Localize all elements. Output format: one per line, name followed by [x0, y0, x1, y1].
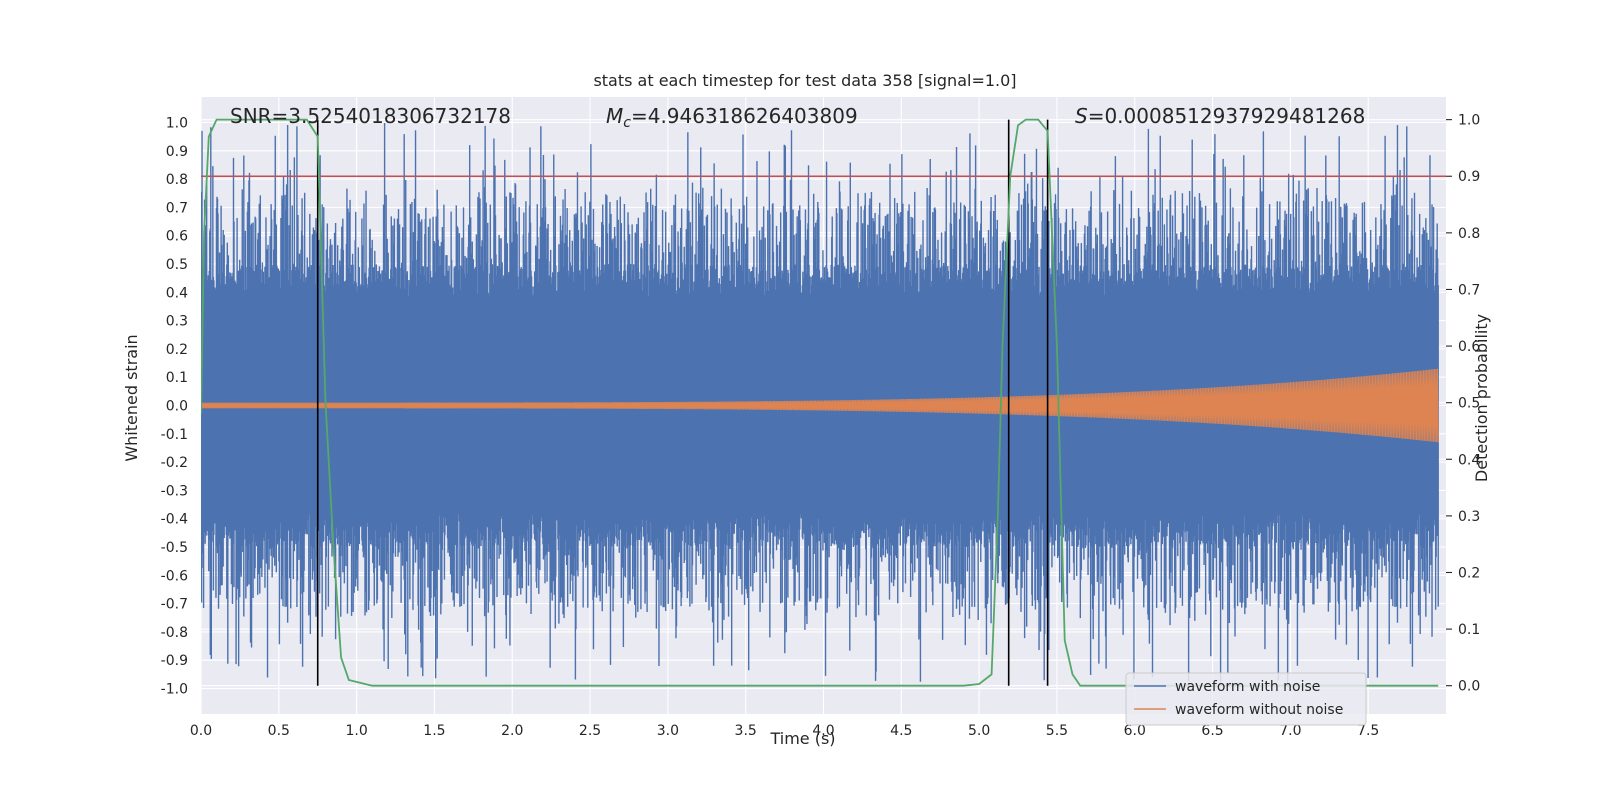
right-tick-label: 0.0 [1458, 679, 1480, 695]
right-tick-label: 1.0 [1458, 113, 1480, 129]
y-tick-label: -0.9 [161, 653, 188, 669]
right-tick-label: 0.2 [1458, 565, 1480, 581]
right-axis-ticks: 1.0 0.9 0.8 0.7 0.6 0.5 0.4 0.3 0.2 0.1 0.0 [1446, 113, 1480, 695]
y-tick-label: 0.3 [166, 314, 188, 330]
y-tick-label: 0.0 [166, 399, 188, 415]
legend: waveform with noise waveform without noi… [1125, 672, 1367, 726]
y-tick-label: -0.2 [161, 455, 188, 471]
x-tick-label: 0.0 [190, 723, 212, 739]
y-axis-ticks: 1.0 0.9 0.8 0.7 0.6 0.5 0.4 0.3 0.2 0.1 0.0 -0.1 -0.… [161, 115, 188, 697]
y-tick-label: 0.5 [166, 257, 188, 273]
y-tick-label: -0.8 [161, 625, 188, 641]
series-detection-probability [201, 118, 1439, 687]
right-tick-label: 0.1 [1458, 622, 1480, 638]
mc-annotation: Mc=4.946318626403809 [606, 104, 858, 131]
right-tick-label: 0.6 [1458, 339, 1480, 355]
mc-value: =4.946318626403809 [631, 104, 858, 128]
x-tick-label: 1.5 [423, 723, 445, 739]
series-waveform-without-noise [201, 368, 1439, 443]
y-tick-label: 0.4 [166, 285, 188, 301]
x-tick-label: 4.5 [890, 723, 912, 739]
legend-label-noise: waveform with noise [1175, 679, 1320, 695]
s-value: =0.0008512937929481268 [1088, 104, 1366, 128]
right-tick-label: 0.8 [1458, 226, 1480, 242]
x-tick-label: 5.0 [968, 723, 990, 739]
y-tick-label: -0.7 [161, 597, 188, 613]
x-axis-ticks: 0.0 0.5 1.0 1.5 2.0 2.5 3.0 3.5 4.0 4.5 5.0 5.5 6.0 6… [190, 723, 1379, 739]
x-tick-label: 3.0 [657, 723, 679, 739]
y-tick-label: 0.1 [166, 370, 188, 386]
right-axis-label: Detection probability [1472, 314, 1491, 482]
y-tick-label: 0.2 [166, 342, 188, 358]
x-tick-label: 7.5 [1357, 723, 1379, 739]
x-tick-label: 4.0 [812, 723, 834, 739]
y-tick-label: -0.3 [161, 483, 188, 499]
s-annotation: S=0.0008512937929481268 [1075, 104, 1365, 128]
x-tick-label: 6.5 [1201, 723, 1223, 739]
right-tick-label: 0.7 [1458, 282, 1480, 298]
y-tick-label: 0.7 [166, 200, 188, 216]
y-tick-label: -0.6 [161, 568, 188, 584]
y-tick-label: -1.0 [161, 682, 188, 698]
y-tick-label: -0.4 [161, 512, 188, 528]
right-tick-label: 0.5 [1458, 396, 1480, 412]
x-tick-label: 1.0 [345, 723, 367, 739]
plot-content [201, 118, 1446, 687]
right-tick-label: 0.9 [1458, 169, 1480, 185]
x-tick-label: 2.5 [579, 723, 601, 739]
x-axis-label: Time (s) [769, 729, 835, 748]
y-axis-label: Whitened strain [122, 334, 141, 461]
y-tick-label: -0.1 [161, 427, 188, 443]
right-tick-label: 0.3 [1458, 509, 1480, 525]
x-tick-label: 3.5 [735, 723, 757, 739]
mc-subscript: c [623, 115, 631, 131]
legend-label-clean: waveform without noise [1175, 702, 1343, 718]
mc-symbol: M [606, 104, 623, 128]
x-tick-label: 7.0 [1279, 723, 1301, 739]
y-tick-label: 0.9 [166, 144, 188, 160]
y-tick-label: 1.0 [166, 115, 188, 131]
s-symbol: S [1075, 104, 1088, 128]
legend-box [1125, 672, 1367, 726]
y-tick-label: 0.6 [166, 229, 188, 245]
y-tick-label: 0.8 [166, 172, 188, 188]
x-tick-label: 5.5 [1046, 723, 1068, 739]
y-tick-label: -0.5 [161, 540, 188, 556]
right-tick-label: 0.4 [1458, 452, 1480, 468]
snr-annotation: SNR=3.5254018306732178 [230, 104, 511, 128]
chart-title: stats at each timestep for test data 358… [593, 71, 1016, 90]
x-tick-label: 0.5 [268, 723, 290, 739]
x-tick-label: 2.0 [501, 723, 523, 739]
x-tick-label: 6.0 [1124, 723, 1146, 739]
